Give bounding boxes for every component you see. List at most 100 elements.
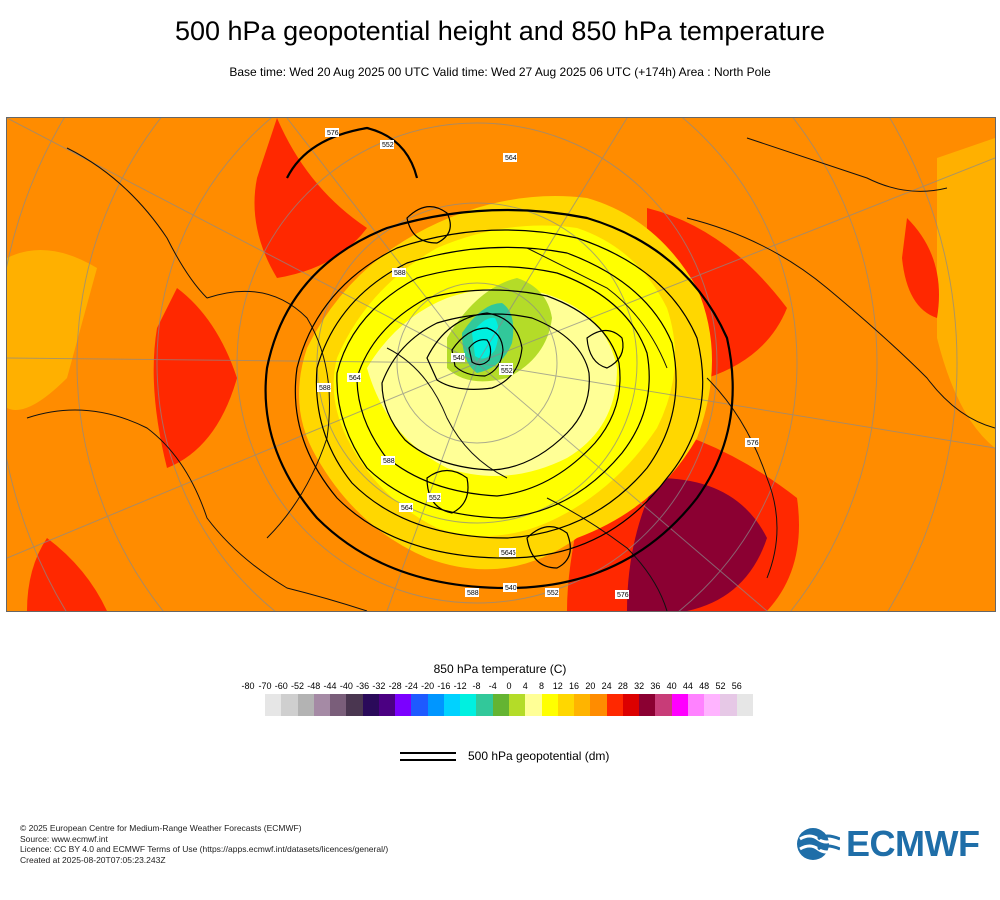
color-swatch [639,694,656,716]
color-swatch [574,694,591,716]
contour-label: 564 [347,373,361,382]
contour-label-text: 588 [467,590,479,597]
legend-tick: 40 [666,681,677,691]
legend-tick: -44 [323,681,337,691]
temp-region [472,317,499,359]
legend-tick: 20 [585,681,596,691]
color-swatch [671,694,688,716]
contour-label-text: 564 [349,375,361,382]
legend-tick: 36 [650,681,661,691]
temp-region [7,250,97,410]
graticule [7,118,995,611]
color-swatch [362,694,379,716]
legend-ticks: -80 -70 -60 -52 -48 -44 -40 -36 -32 -28 -24 -20 -16-… [240,681,760,693]
logo-wordmark: ECMWF [846,823,980,864]
contour-label-text: 552 [382,142,394,149]
contour-label: 540 [451,353,465,362]
contour-label-text: 552 [547,590,559,597]
legend-tick: 8 [539,681,545,691]
legend-tick: -32 [372,681,386,691]
contour-label-text: 552 [429,495,441,502]
contour-label-text: 588 [319,385,331,392]
color-swatch [297,694,314,716]
contour-label: 552 [545,588,559,597]
color-swatch [427,694,444,716]
contour-label-text: 540 [453,355,465,362]
legend-tick: -20 [421,681,435,691]
contour-label: 540 [503,583,517,592]
temp-region [254,118,367,278]
legend-tick: 56 [731,681,742,691]
forecast-map[interactable]: 552 564 576 576 588 588 564 540 528 552 … [6,117,996,612]
page-title: 500 hPa geopotential height and 850 hPa … [174,16,825,46]
color-swatch [346,694,363,716]
contour-label-text: 576 [617,592,629,599]
temp-region [937,138,995,448]
contour-label: 576 [325,128,339,137]
color-swatch [395,694,412,716]
legend-tick: -60 [274,681,288,691]
legend-tick: -12 [453,681,467,691]
legend-tick: -16 [437,681,451,691]
color-swatch [557,694,575,716]
legend-tick: 48 [699,681,710,691]
legend-tick: -28 [388,681,402,691]
color-swatch [508,694,526,716]
legend-tick: -52 [291,681,305,691]
geopotential-contours [264,126,734,590]
contour-label: 576 [745,438,759,447]
temp-region [27,538,107,611]
color-swatch [525,694,542,716]
temp-region [902,218,939,318]
color-swatch [492,694,509,716]
color-swatch [590,694,607,716]
legend-tick: -4 [488,681,497,691]
contour-line-icon [400,751,456,761]
color-swatch [736,694,753,716]
color-swatch [378,694,396,716]
legend-tick: -8 [472,681,481,691]
color-scale [265,694,753,716]
color-swatch [460,694,477,716]
contour-label: 588 [317,383,331,392]
contour-label-text: 564 [505,155,517,162]
ecmwf-logo-icon [797,828,840,860]
contour-label-text: 564 [401,505,413,512]
contour-label: 588 [381,456,395,465]
contour-labels: 552 564 576 576 588 588 564 540 528 552 … [317,128,759,599]
color-swatch [606,694,623,716]
legend-tick: 44 [682,681,693,691]
contour-label-text: 552 [501,368,513,375]
geopotential-legend-label: 500 hPa geopotential (dm) [468,749,610,763]
color-swatch [411,694,428,716]
coastlines [26,137,995,611]
color-swatch [687,694,705,716]
copyright-line: © 2025 European Centre for Medium-Range … [20,823,302,833]
contour-label: 588 [465,588,479,597]
color-swatch [265,694,282,716]
legend-tick: 0 [506,681,512,691]
legend-tick: 4 [522,681,528,691]
created-line: Created at 2025-08-20T07:05:23.243Z [20,854,166,865]
color-swatch [541,694,558,716]
legend-tick: 52 [715,681,726,691]
legend-tick: -36 [356,681,370,691]
contour-label: 564 [399,503,413,512]
licence-line: Licence: CC BY 4.0 and ECMWF Terms of Us… [20,844,389,854]
contour-label: 552 [380,140,394,149]
legend-tick: -48 [307,681,321,691]
footer: © 2025 European Centre for Medium-Range … [20,823,388,865]
color-swatch [622,694,640,716]
legend-tick: 24 [601,681,612,691]
contour-label: 588 [392,268,406,277]
legend-tick: 12 [552,681,563,691]
color-swatch [720,694,737,716]
contour-label: 564 [499,548,513,557]
legend-tick: -80 [241,681,255,691]
color-swatch [655,694,672,716]
legend-tick: -24 [404,681,418,691]
contour-label-text: 540 [505,585,517,592]
contour-label: 552 [499,366,513,375]
geopotential-legend: 500 hPa geopotential (dm) [400,748,609,764]
ecmwf-logo: ECMWF [796,823,980,864]
